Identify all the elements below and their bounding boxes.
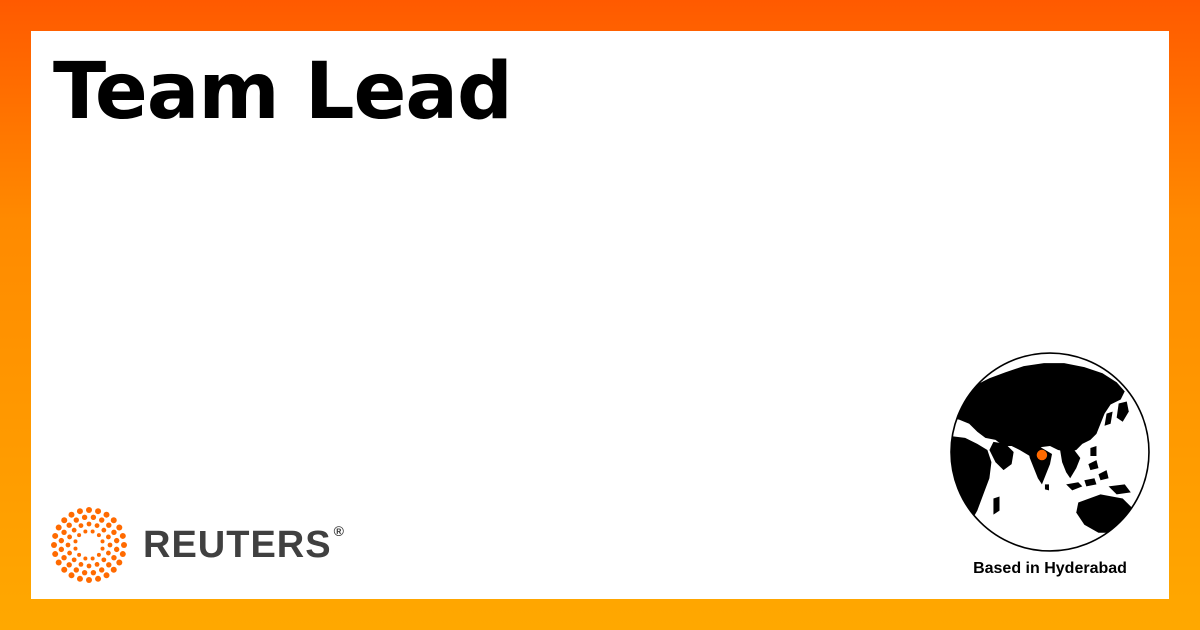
logo-dot xyxy=(90,529,95,534)
globe-icon xyxy=(950,352,1150,552)
logo-dot xyxy=(66,522,72,528)
logo-dot xyxy=(78,523,84,528)
logo-dot xyxy=(86,563,92,569)
logo-dot xyxy=(68,572,75,579)
logo-dot xyxy=(78,562,84,567)
logo-dot xyxy=(101,557,107,563)
brand-wordmark-text: REUTERS xyxy=(143,524,332,566)
logo-dot xyxy=(90,514,97,521)
logo-dot xyxy=(96,552,101,557)
logo-dot xyxy=(110,566,117,573)
logo-dot xyxy=(99,567,105,573)
location-label: Based in Hyderabad xyxy=(973,560,1127,577)
logo-dot xyxy=(100,539,105,544)
logo-dot xyxy=(106,562,112,568)
reuters-dot-ring-icon xyxy=(51,507,127,583)
logo-dot xyxy=(113,537,120,544)
job-title: Team Lead xyxy=(53,47,513,137)
logo-dot xyxy=(67,550,72,556)
logo-dot xyxy=(61,555,67,561)
logo-dot xyxy=(106,522,112,528)
logo-dot xyxy=(76,508,83,515)
logo-dot xyxy=(77,552,82,557)
brand-wordmark: REUTERS ® xyxy=(143,523,345,566)
logo-dot xyxy=(103,511,110,518)
logo-dot xyxy=(96,533,101,538)
logo-dot xyxy=(90,569,97,576)
logo-dot xyxy=(71,557,77,563)
logo-dot xyxy=(111,555,117,561)
logo-dot xyxy=(73,567,79,573)
logo-dot xyxy=(55,559,62,566)
logo-dot xyxy=(86,577,92,583)
logo-dot xyxy=(71,527,77,533)
logo-dot xyxy=(76,575,83,582)
logo-dot xyxy=(99,517,105,523)
logo-dot xyxy=(77,533,82,538)
logo-dot xyxy=(94,523,100,528)
logo-dot xyxy=(61,566,68,573)
logo-dot xyxy=(66,562,72,568)
logo-dot xyxy=(86,507,92,513)
job-card: Team Lead REUTERS ® xyxy=(31,31,1169,599)
logo-dot xyxy=(67,534,72,540)
logo-dot xyxy=(119,532,126,539)
logo-dot xyxy=(103,572,110,579)
logo-dot xyxy=(111,529,117,535)
logo-dot xyxy=(61,517,68,524)
logo-dot xyxy=(113,546,120,553)
logo-dot xyxy=(110,517,117,524)
logo-dot xyxy=(116,524,123,531)
logo-dot xyxy=(90,556,95,561)
logo-dot xyxy=(83,556,88,561)
logo-dot xyxy=(51,542,57,548)
logo-dot xyxy=(58,546,65,553)
logo-dot xyxy=(95,575,102,582)
logo-dot xyxy=(94,562,100,567)
logo-dot xyxy=(73,546,78,551)
logo-dot xyxy=(68,511,75,518)
logo-dot xyxy=(81,514,88,521)
logo-dot xyxy=(86,521,92,527)
logo-dot xyxy=(55,524,62,531)
logo-dot xyxy=(107,542,113,548)
logo-dot xyxy=(73,539,78,544)
logo-dot xyxy=(58,537,65,544)
logo-dot xyxy=(83,529,88,534)
logo-dot xyxy=(73,517,79,523)
logo-dot xyxy=(81,569,88,576)
registered-mark: ® xyxy=(333,523,345,539)
logo-dot xyxy=(65,542,71,548)
logo-dot xyxy=(95,508,102,515)
reuters-logo: REUTERS ® xyxy=(49,505,345,585)
logo-dot xyxy=(61,529,67,535)
logo-dot xyxy=(52,551,59,558)
logo-dot xyxy=(52,532,59,539)
logo-dot xyxy=(101,527,107,533)
logo-dot xyxy=(106,550,111,556)
globe xyxy=(949,351,1151,553)
location-pin-icon xyxy=(1036,449,1048,461)
logo-dot xyxy=(100,546,105,551)
logo-dot xyxy=(119,551,126,558)
logo-dot xyxy=(121,542,127,548)
logo-dot xyxy=(116,559,123,566)
logo-dot xyxy=(106,534,111,540)
